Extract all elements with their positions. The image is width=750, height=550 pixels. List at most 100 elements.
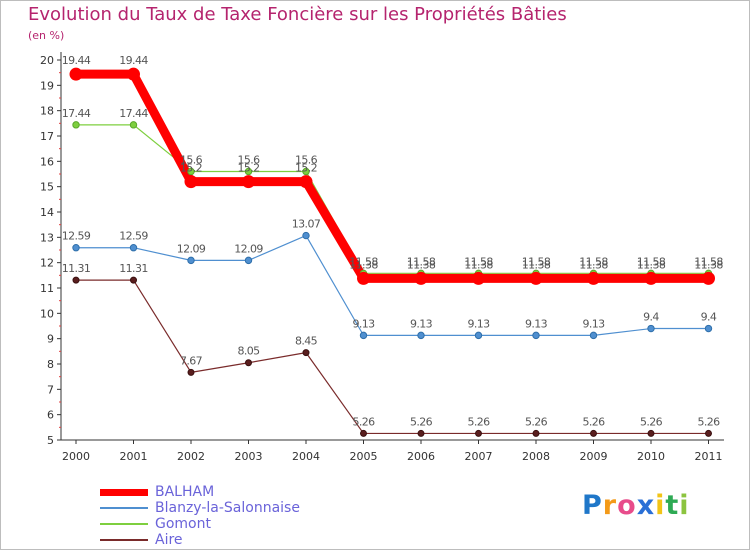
legend-swatch-aire <box>100 539 148 541</box>
data-point <box>242 175 255 189</box>
y-tick-label: 8 <box>47 358 54 371</box>
legend-label-blanzy: Blanzy-la-Salonnaise <box>155 500 300 516</box>
data-label: 11.58 <box>579 255 608 268</box>
data-label: 11.31 <box>62 262 91 275</box>
data-label: 15.2 <box>295 162 317 175</box>
data-point <box>357 271 370 285</box>
y-tick-label: 10 <box>40 307 54 320</box>
data-label: 5.26 <box>697 415 720 428</box>
proxiti-logo: Proxiti <box>582 490 690 521</box>
data-label: 9.13 <box>525 317 548 330</box>
y-tick-label: 13 <box>40 231 54 244</box>
x-tick-label: 2010 <box>637 450 665 463</box>
data-point <box>417 331 425 340</box>
data-label: 12.59 <box>119 230 148 243</box>
x-tick-label: 2008 <box>522 450 550 463</box>
data-label: 9.13 <box>467 317 490 330</box>
data-point <box>299 175 313 189</box>
x-tick-label: 2004 <box>292 450 320 463</box>
y-tick-label: 20 <box>40 54 54 67</box>
logo-letter: i <box>679 490 690 521</box>
data-point <box>130 276 137 284</box>
data-label: 11.38 <box>407 258 436 271</box>
x-tick-label: 2011 <box>695 450 723 463</box>
series-line-balham <box>71 69 713 283</box>
x-tick-label: 2005 <box>350 450 378 463</box>
data-label: 7.67 <box>180 354 203 367</box>
data-point <box>532 331 540 340</box>
data-label: 12.59 <box>62 230 91 243</box>
x-tick-label: 2000 <box>62 450 90 463</box>
legend-swatch-balham <box>100 489 148 496</box>
logo-letter: i <box>655 490 666 521</box>
y-tick-label: 9 <box>47 333 54 346</box>
data-label: 9.13 <box>410 317 433 330</box>
series-line-blanzy-la-salonnaise <box>75 234 710 336</box>
data-label: 13.07 <box>292 218 321 231</box>
data-label: 5.26 <box>640 415 663 428</box>
data-label: 11.58 <box>464 255 493 268</box>
data-label: 11.58 <box>522 255 551 268</box>
data-point <box>474 331 483 340</box>
data-label: 11.31 <box>119 262 148 275</box>
x-tick-label: 2009 <box>580 450 608 463</box>
data-point <box>129 244 138 252</box>
data-label: 15.2 <box>180 162 202 175</box>
legend-swatch-gomont <box>100 523 148 525</box>
y-tick-label: 6 <box>47 409 54 422</box>
data-label: 11.58 <box>694 255 723 268</box>
data-point <box>244 167 253 176</box>
logo-letter: o <box>617 490 637 521</box>
data-label: 19.44 <box>119 54 148 67</box>
data-label: 15.6 <box>237 153 260 166</box>
data-label: 9.4 <box>701 311 717 324</box>
data-label: 15.6 <box>295 153 318 166</box>
y-tick-label: 11 <box>40 282 54 295</box>
data-label: 11.38 <box>349 258 378 271</box>
data-label: 11.58 <box>349 255 378 268</box>
data-point <box>187 256 195 265</box>
legend-label-gomont: Gomont <box>155 516 211 532</box>
data-label: 12.09 <box>234 242 263 255</box>
data-point <box>647 324 655 333</box>
data-label: 5.26 <box>352 415 375 428</box>
data-label: 11.38 <box>637 258 666 271</box>
data-point <box>129 121 138 129</box>
data-point <box>702 271 715 285</box>
chart-title: Evolution du Taux de Taxe Foncière sur l… <box>28 4 567 25</box>
y-tick-label: 5 <box>47 434 54 447</box>
data-point <box>244 256 253 265</box>
data-point <box>704 324 713 333</box>
data-label: 9.13 <box>352 317 375 330</box>
data-point <box>302 167 310 176</box>
data-label: 5.26 <box>582 415 605 428</box>
data-label: 19.44 <box>62 54 91 67</box>
logo-letter: r <box>602 490 618 521</box>
y-tick-label: 12 <box>40 257 54 270</box>
y-tick-label: 16 <box>40 155 54 168</box>
data-point <box>475 429 482 437</box>
data-label: 11.38 <box>579 258 608 271</box>
data-point <box>187 167 195 176</box>
data-point <box>532 429 540 437</box>
series-line-aire <box>75 279 710 435</box>
y-tick-label: 19 <box>40 79 54 92</box>
data-point <box>360 429 367 437</box>
y-tick-label: 18 <box>40 105 54 118</box>
data-point <box>414 271 428 285</box>
data-label: 5.26 <box>467 415 490 428</box>
data-label: 5.26 <box>410 415 433 428</box>
legend-swatch-blanzy <box>100 507 148 509</box>
x-tick-label: 2001 <box>120 450 148 463</box>
data-label: 8.45 <box>295 335 318 348</box>
data-point <box>529 271 543 285</box>
x-tick-label: 2006 <box>407 450 435 463</box>
data-label: 9.13 <box>582 317 605 330</box>
data-label: 17.44 <box>62 107 91 120</box>
data-point <box>587 271 600 285</box>
legend-label-aire: Aire <box>155 532 183 548</box>
y-tick-label: 15 <box>40 181 54 194</box>
data-label: 11.38 <box>522 258 551 271</box>
logo-letter: x <box>636 490 656 521</box>
